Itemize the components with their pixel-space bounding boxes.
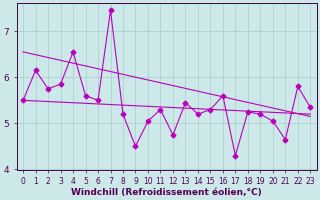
X-axis label: Windchill (Refroidissement éolien,°C): Windchill (Refroidissement éolien,°C) (71, 188, 262, 197)
